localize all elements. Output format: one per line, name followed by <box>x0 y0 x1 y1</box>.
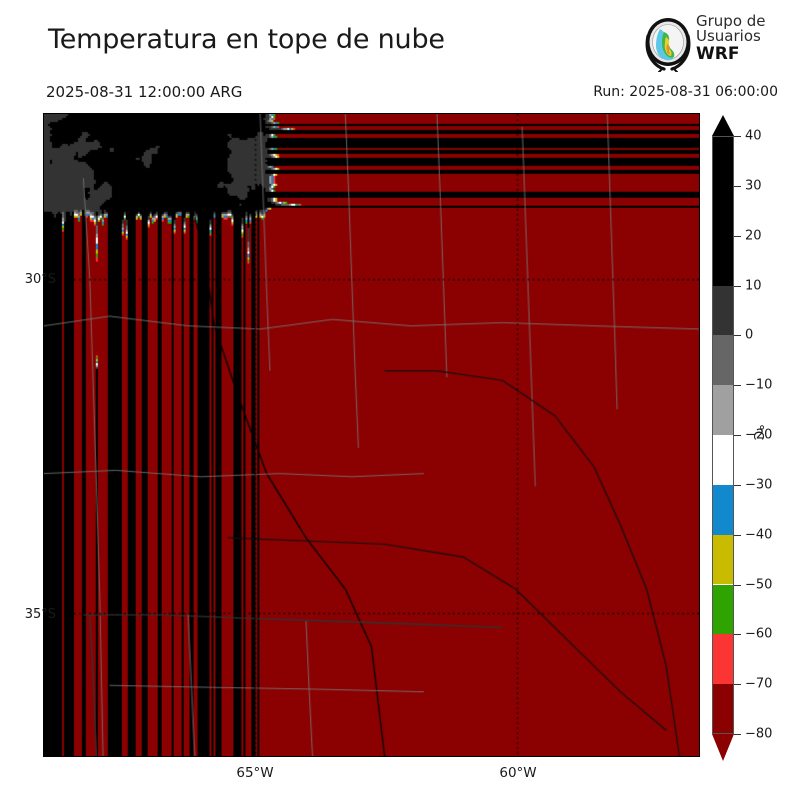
colorbar-tick-line <box>734 584 741 586</box>
colorbar-band-overshooting-top <box>712 684 734 734</box>
cloud-top-temperature-map[interactable] <box>43 113 700 757</box>
colorbar-tick-line <box>734 684 741 686</box>
colorbar-extend-max-arrow <box>712 115 734 136</box>
colorbar-band-very-low-cloud <box>712 285 734 336</box>
x-tick-65W: 65°W <box>236 765 274 781</box>
colorbar-bands <box>712 136 734 734</box>
page-title: Temperatura en tope de nube <box>48 24 445 55</box>
wrf-user-group-logo: Grupo de Usuarios WRF <box>640 12 792 76</box>
y-tick-35S: 35°S <box>24 607 56 622</box>
colorbar-tick-label--80: −80 <box>745 726 773 742</box>
colorbar-tick-label--40: −40 <box>745 527 773 543</box>
colorbar-band-low-cloud <box>712 335 734 386</box>
colorbar[interactable]: 40 30 20 10 0 −10 −20 −30 −40 −50 −60 −70 −80 <box>712 115 772 761</box>
logo-text: Grupo de Usuarios WRF <box>696 12 792 64</box>
colorbar-extend-min-arrow <box>712 734 734 761</box>
map-raster <box>44 114 699 756</box>
logo-line-1: Grupo de <box>696 12 766 30</box>
colorbar-unit-label: °C <box>750 424 766 441</box>
colorbar-tick-line <box>734 185 741 187</box>
colorbar-tick-line <box>734 484 741 486</box>
colorbar-tick-label--70: −70 <box>745 676 773 692</box>
colorbar-band-deep-convection <box>712 634 734 685</box>
valid-time-label: 2025-08-31 12:00:00 ARG <box>46 83 243 101</box>
colorbar-tick-label-10: 10 <box>745 278 762 293</box>
colorbar-tick-label--10: −10 <box>745 377 773 393</box>
colorbar-band-mid-cloud <box>712 435 734 485</box>
colorbar-tick-line <box>734 385 741 387</box>
colorbar-tick-line <box>734 335 741 337</box>
colorbar-band-high-cloud <box>712 484 734 535</box>
colorbar-tick-line <box>734 136 741 137</box>
y-tick-30S: 30°S <box>24 272 56 287</box>
colorbar-tick-label-20: 20 <box>745 228 762 244</box>
logo-line-2: Usuarios <box>696 27 761 46</box>
x-tick-60W: 60°W <box>499 765 537 781</box>
colorbar-tick-line <box>734 634 741 636</box>
colorbar-tick-label-40: 40 <box>745 128 762 144</box>
colorbar-tick-line <box>734 734 741 735</box>
colorbar-band-mid-low-cloud <box>712 385 734 435</box>
colorbar-band-cold-cloud <box>712 534 734 585</box>
colorbar-tick-line <box>734 285 741 287</box>
colorbar-tick-line <box>734 534 741 536</box>
globe-emblem-icon <box>645 18 691 72</box>
colorbar-tick-label--50: −50 <box>745 577 773 592</box>
colorbar-tick-label--60: −60 <box>745 626 773 642</box>
colorbar-tick-label--20: −20 <box>745 427 773 443</box>
run-time-label: Run: 2025-08-31 06:00:00 <box>593 84 778 100</box>
logo-line-3: WRF <box>696 43 740 64</box>
colorbar-tick-label-30: 30 <box>745 178 762 194</box>
colorbar-tick-line <box>734 235 741 237</box>
colorbar-tick-label--30: −30 <box>745 477 773 493</box>
colorbar-band-very-cold-cloud <box>712 584 734 635</box>
colorbar-tick-line <box>734 435 741 436</box>
colorbar-band-clear-sky-warm <box>712 136 734 286</box>
colorbar-tick-label-0: 0 <box>745 327 754 343</box>
